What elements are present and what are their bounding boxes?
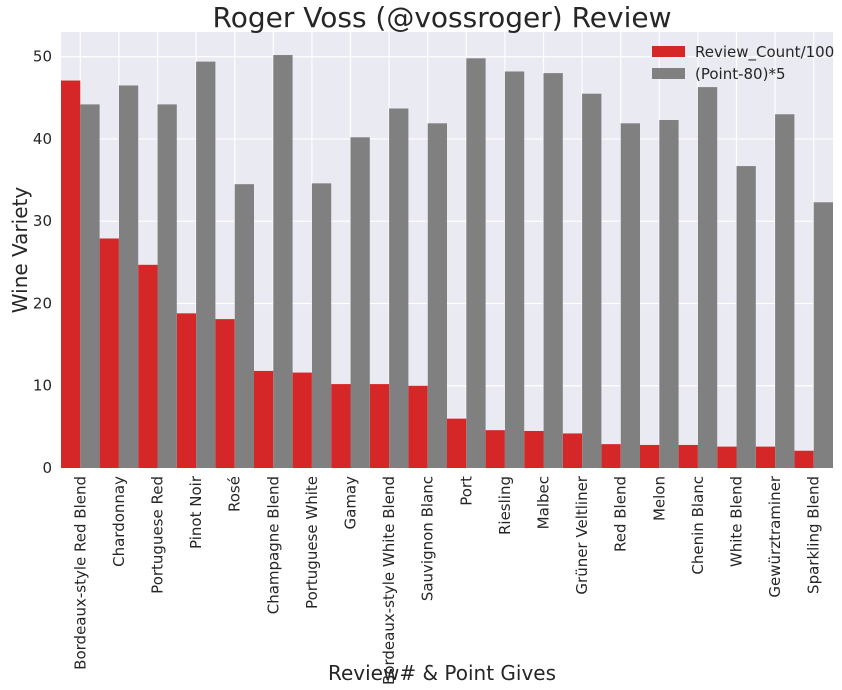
bar-review-count xyxy=(61,80,81,468)
x-tick-label: Bordeaux-style Red Blend xyxy=(71,476,89,670)
bar-point-score xyxy=(504,71,525,469)
bar-review-count xyxy=(640,444,660,468)
x-tick-label: Chardonnay xyxy=(110,476,128,567)
x-tick-label: Port xyxy=(457,476,475,506)
y-tick-labels: 0 10 20 30 40 50 xyxy=(33,48,52,477)
bar-point-score xyxy=(466,58,486,469)
x-tick-label: Malbec xyxy=(535,476,553,529)
bar-review-count xyxy=(717,446,737,468)
bar-review-count xyxy=(794,450,814,468)
x-tick-label: Gamay xyxy=(342,476,360,530)
bar-review-count xyxy=(254,370,274,468)
bar-point-score xyxy=(273,55,293,468)
x-tick-label: Red Blend xyxy=(612,476,630,552)
x-tick-label: Riesling xyxy=(496,476,514,535)
x-tick-label: Pinot Noir xyxy=(187,475,205,549)
x-tick-label: Rosé xyxy=(226,476,244,512)
bar-review-count xyxy=(601,444,621,468)
x-tick-label: Bordeaux-style White Blend xyxy=(380,476,398,685)
bar-review-count xyxy=(562,433,583,468)
bar-point-score xyxy=(118,85,139,469)
bar-review-count xyxy=(99,238,119,468)
bar-review-count xyxy=(408,385,428,468)
y-axis-title: Wine Variety xyxy=(8,187,32,314)
bar-review-count xyxy=(755,446,776,468)
bar-point-score xyxy=(736,166,756,468)
bars xyxy=(61,55,833,469)
chart-title: Roger Voss (@vossroger) Review xyxy=(213,1,672,34)
bar-point-score xyxy=(659,120,679,468)
x-tick-label: Champagne Blend xyxy=(264,476,282,614)
bar-point-score xyxy=(350,137,370,469)
bar-review-count xyxy=(485,430,505,468)
x-tick-labels: Bordeaux-style Red Blend Chardonnay Portug… xyxy=(71,475,822,685)
x-tick-label: Melon xyxy=(650,476,668,521)
legend-swatch xyxy=(652,68,685,79)
bar-review-count xyxy=(138,264,158,468)
bar-point-score xyxy=(697,87,718,469)
y-tick-label: 20 xyxy=(33,294,52,312)
y-tick-label: 0 xyxy=(42,459,52,477)
bar-point-score xyxy=(582,93,602,468)
y-tick-label: 30 xyxy=(33,212,52,230)
bar-review-count xyxy=(678,444,698,468)
y-tick-label: 10 xyxy=(33,377,52,395)
x-tick-label: Portuguese Red xyxy=(149,476,167,594)
x-tick-label: Grüner Veltliner xyxy=(573,475,591,594)
y-tick-label: 50 xyxy=(33,48,52,66)
x-axis-title: Review# & Point Gives xyxy=(328,661,556,685)
legend-label: (Point-80)*5 xyxy=(695,65,786,83)
bar-point-score xyxy=(813,202,833,468)
x-tick-label: Sauvignon Blanc xyxy=(419,476,437,601)
x-tick-label: Gewürztraminer xyxy=(766,475,784,597)
bar-review-count xyxy=(331,384,351,468)
bar-review-count xyxy=(524,430,544,468)
bar-review-count xyxy=(215,319,235,468)
x-tick-label: Chenin Blanc xyxy=(689,476,707,575)
x-tick-label: Portuguese White xyxy=(303,476,321,609)
x-tick-label: White Blend xyxy=(728,476,746,567)
bar-point-score xyxy=(427,123,447,469)
bar-review-count xyxy=(447,418,467,468)
bar-point-score xyxy=(157,104,177,468)
legend: Review_Count/100 (Point-80)*5 xyxy=(652,43,834,83)
bar-point-score xyxy=(196,61,216,469)
bar-point-score xyxy=(80,104,100,468)
bar-review-count xyxy=(292,372,312,468)
bar-point-score xyxy=(234,184,254,469)
bar-review-count xyxy=(176,313,197,468)
bar-point-score xyxy=(389,108,409,468)
bar-review-count xyxy=(369,384,390,468)
y-tick-label: 40 xyxy=(33,130,52,148)
bar-point-score xyxy=(543,73,563,468)
bar-point-score xyxy=(311,183,332,469)
legend-swatch xyxy=(652,46,685,57)
x-tick-label: Sparkling Blend xyxy=(805,476,823,594)
legend-label: Review_Count/100 xyxy=(695,43,834,62)
bar-point-score xyxy=(620,123,640,469)
bar-point-score xyxy=(775,114,795,468)
